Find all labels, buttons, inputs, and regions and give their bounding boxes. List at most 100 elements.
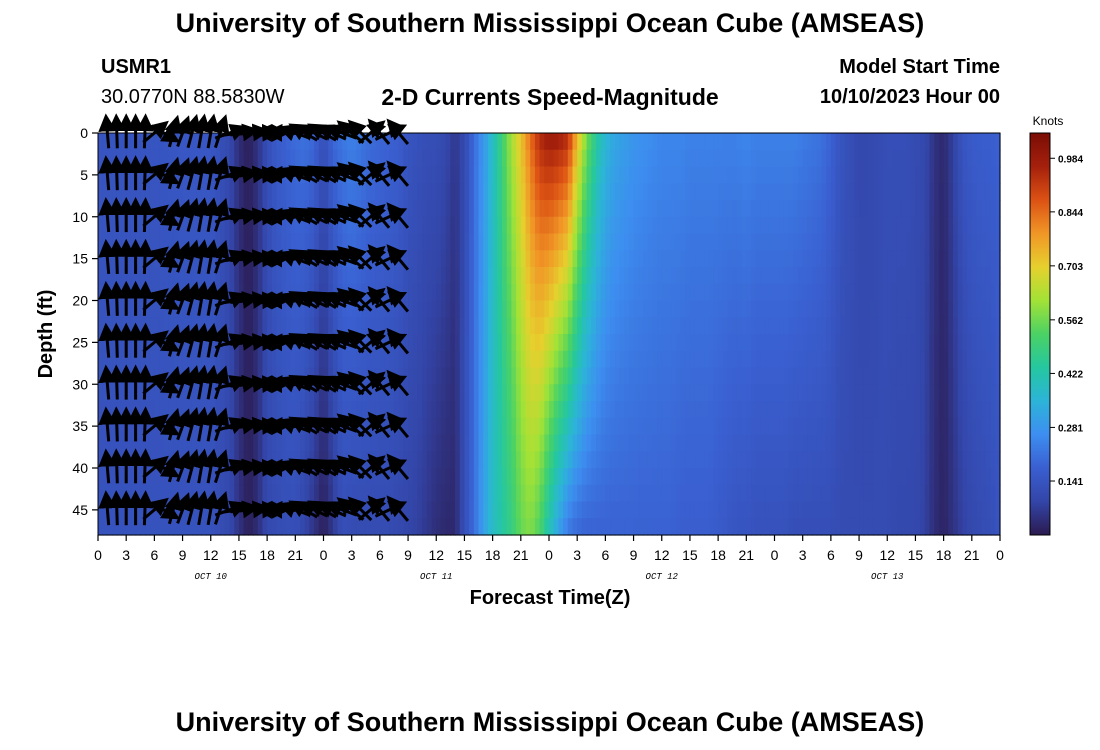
heat-cell <box>441 368 446 385</box>
heat-cell <box>953 401 958 418</box>
heat-cell <box>197 150 202 167</box>
heat-cell <box>765 384 770 401</box>
heat-cell <box>460 518 465 535</box>
heat-cell <box>746 183 751 200</box>
heat-cell <box>728 418 733 435</box>
heat-cell <box>530 351 535 368</box>
heat-cell <box>469 183 474 200</box>
heat-cell <box>248 518 253 535</box>
heat-cell <box>464 334 469 351</box>
heat-cell <box>225 183 230 200</box>
heat-cell <box>253 485 258 502</box>
heat-cell <box>281 301 286 318</box>
heat-cell <box>939 217 944 234</box>
heat-cell <box>666 468 671 485</box>
heat-cell <box>897 401 902 418</box>
heat-cell <box>488 485 493 502</box>
heat-cell <box>502 183 507 200</box>
heat-cell <box>873 502 878 519</box>
heat-cell <box>986 418 991 435</box>
heat-cell <box>817 468 822 485</box>
heat-cell <box>634 334 639 351</box>
heat-cell <box>521 401 526 418</box>
heat-cell <box>751 301 756 318</box>
heat-cell <box>657 250 662 267</box>
heat-cell <box>450 351 455 368</box>
heat-cell <box>436 451 441 468</box>
heat-cell <box>930 502 935 519</box>
heat-cell <box>850 502 855 519</box>
heat-cell <box>526 485 531 502</box>
heat-cell <box>793 334 798 351</box>
heat-cell <box>854 418 859 435</box>
heat-cell <box>831 317 836 334</box>
heat-cell <box>422 518 427 535</box>
heat-cell <box>850 167 855 184</box>
heat-cell <box>831 485 836 502</box>
heat-cell <box>347 435 352 452</box>
heat-cell <box>746 150 751 167</box>
heat-cell <box>948 435 953 452</box>
heat-cell <box>868 368 873 385</box>
heat-cell <box>897 284 902 301</box>
heat-cell <box>657 435 662 452</box>
heat-cell <box>535 133 540 150</box>
heat-cell <box>497 418 502 435</box>
heat-cell <box>413 418 418 435</box>
heat-cell <box>356 150 361 167</box>
heat-cell <box>807 167 812 184</box>
heat-cell <box>277 518 282 535</box>
heat-cell <box>258 217 263 234</box>
heat-cell <box>732 401 737 418</box>
heat-cell <box>662 485 667 502</box>
heat-cell <box>953 435 958 452</box>
heat-cell <box>920 217 925 234</box>
heat-cell <box>469 317 474 334</box>
heat-cell <box>986 485 991 502</box>
heat-cell <box>634 435 639 452</box>
heat-cell <box>681 217 686 234</box>
heat-cell <box>638 418 643 435</box>
heat-cell <box>840 468 845 485</box>
heat-cell <box>521 217 526 234</box>
heat-cell <box>427 384 432 401</box>
heat-cell <box>981 234 986 251</box>
heat-cell <box>812 133 817 150</box>
heat-cell <box>164 485 169 502</box>
heat-cell <box>549 401 554 418</box>
heat-cell <box>230 234 235 251</box>
heat-cell <box>192 518 197 535</box>
heat-cell <box>915 451 920 468</box>
heat-cell <box>549 334 554 351</box>
heat-cell <box>488 267 493 284</box>
heat-cell <box>474 301 479 318</box>
heat-cell <box>572 267 577 284</box>
heat-cell <box>187 234 192 251</box>
heat-cell <box>601 301 606 318</box>
heat-cell <box>831 334 836 351</box>
heat-cell <box>558 183 563 200</box>
heat-cell <box>563 183 568 200</box>
heat-cell <box>450 418 455 435</box>
heat-cell <box>530 234 535 251</box>
heat-cell <box>765 368 770 385</box>
heat-cell <box>878 351 883 368</box>
heat-cell <box>239 133 244 150</box>
heat-cell <box>775 284 780 301</box>
heat-cell <box>587 485 592 502</box>
heat-cell <box>342 485 347 502</box>
heat-cell <box>568 418 573 435</box>
heat-cell <box>619 334 624 351</box>
heat-cell <box>544 418 549 435</box>
heat-cell <box>469 451 474 468</box>
heat-cell <box>540 351 545 368</box>
heat-cell <box>779 334 784 351</box>
heat-cell <box>765 234 770 251</box>
heat-cell <box>930 368 935 385</box>
heat-cell <box>901 301 906 318</box>
heat-cell <box>460 451 465 468</box>
heat-cell <box>972 150 977 167</box>
heat-cell <box>798 284 803 301</box>
heat-cell <box>775 418 780 435</box>
heat-cell <box>977 234 982 251</box>
